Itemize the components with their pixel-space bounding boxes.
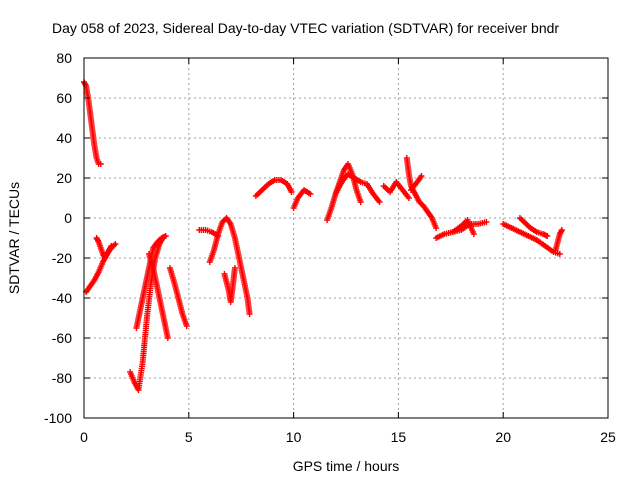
y-tick-label: -100 <box>44 410 72 426</box>
y-tick-label: 0 <box>64 210 72 226</box>
y-tick-label: 80 <box>56 50 72 66</box>
y-tick-label: 60 <box>56 90 72 106</box>
data-point <box>307 191 314 197</box>
y-axis-label: SDTVAR / TECUs <box>6 182 22 294</box>
data-point <box>162 233 169 239</box>
data-point <box>433 225 440 231</box>
series-arc-21 <box>552 227 565 253</box>
series-arc-9 <box>221 265 238 305</box>
series-arc-20 <box>516 215 551 239</box>
data-point <box>405 195 412 201</box>
series-arc-16 <box>407 173 425 193</box>
series-arc-10 <box>252 177 295 199</box>
data-point <box>470 231 477 237</box>
data-point <box>288 189 295 195</box>
data-point <box>183 323 190 329</box>
data-point <box>418 173 425 179</box>
data-point <box>97 161 104 167</box>
data-point <box>483 219 490 225</box>
data-point <box>164 335 171 341</box>
data-point <box>558 227 565 233</box>
data-point <box>376 199 383 205</box>
x-tick-label: 10 <box>286 429 302 445</box>
series-arc-2 <box>93 235 115 261</box>
data-point <box>544 233 551 239</box>
axes: 0 5 10 15 20 25 80 60 40 20 0 -20 -40 -60 -80 -100 <box>44 50 616 445</box>
y-tick-label: -20 <box>52 250 72 266</box>
x-tick-label: 15 <box>391 429 407 445</box>
series-arc-14 <box>380 179 412 201</box>
x-tick-label: 0 <box>80 429 88 445</box>
series-arc-15 <box>403 155 440 231</box>
series-arc-13 <box>332 171 383 205</box>
x-tick-label: 25 <box>600 429 616 445</box>
series-arc-3 <box>127 237 165 393</box>
data-point <box>108 243 115 249</box>
x-tick-label: 20 <box>495 429 511 445</box>
series-arc-18 <box>449 217 477 237</box>
data-point <box>112 241 119 247</box>
series-arc-11 <box>290 187 314 211</box>
series-arc-6 <box>166 265 190 329</box>
data-point <box>357 199 364 205</box>
plot-frame <box>83 57 609 419</box>
series-arc-5 <box>145 251 171 341</box>
data-point <box>246 311 253 317</box>
series-arc-17 <box>433 219 490 241</box>
y-tick-label: -40 <box>52 290 72 306</box>
y-tick-label: -60 <box>52 330 72 346</box>
series-arc-8 <box>206 215 253 317</box>
data-point <box>556 251 563 257</box>
series-arc-12 <box>324 161 364 223</box>
y-tick-label: 20 <box>56 170 72 186</box>
data-point <box>231 265 238 271</box>
x-axis-label: GPS time / hours <box>293 458 400 474</box>
chart-title: Day 058 of 2023, Sidereal Day-to-day VTE… <box>52 20 559 36</box>
x-tick-label: 5 <box>185 429 193 445</box>
y-tick-label: -80 <box>52 370 72 386</box>
y-tick-label: 40 <box>56 130 72 146</box>
data-marks <box>81 79 565 393</box>
